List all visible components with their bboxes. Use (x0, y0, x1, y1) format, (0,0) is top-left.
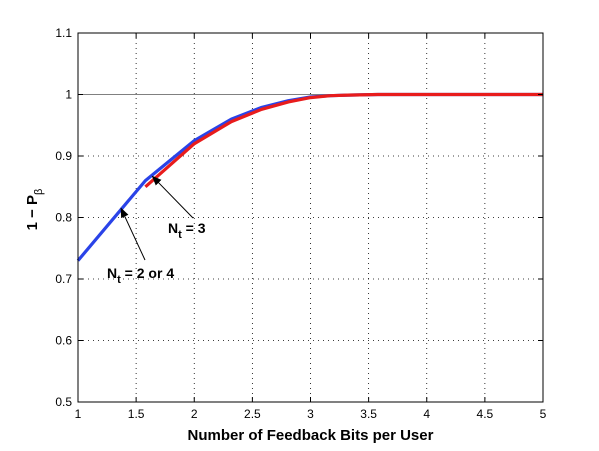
series-group (76, 92, 543, 262)
y-tick-label: 0.9 (55, 149, 72, 163)
y-tick-label: 0.7 (55, 272, 72, 286)
y-tick-label: 1.1 (55, 26, 72, 40)
y-tick-label: 0.5 (55, 395, 72, 409)
series-line-1 (76, 92, 543, 262)
x-tick-label: 3.5 (360, 407, 377, 421)
ticks: 1 1.5 2 2.5 3 3.5 4 4.5 5 0.5 0.6 0.7 0.8 0.9 1 1.1 (55, 26, 546, 421)
x-tick-label: 3 (307, 407, 314, 421)
annotation-label-main: N (168, 220, 178, 236)
annotation-arrow (151, 175, 194, 219)
x-tick-label: 1.5 (128, 407, 145, 421)
x-tick-label: 4.5 (477, 407, 494, 421)
x-tick-label: 2 (191, 407, 198, 421)
annotation-label: Nt = 3 (168, 220, 206, 241)
y-tick-label: 0.8 (55, 211, 72, 225)
annotation-label-rest: = 3 (182, 220, 206, 236)
series-line-2 (144, 92, 543, 189)
y-axis-label: 1 − Pβ (24, 189, 45, 231)
y-tick-label: 1 (65, 88, 72, 102)
x-tick-label: 1 (75, 407, 82, 421)
x-tick-label: 4 (423, 407, 430, 421)
x-tick-label: 2.5 (244, 407, 261, 421)
y-axis-label-subscript: β (33, 189, 45, 195)
annotation-arrow (120, 207, 146, 261)
x-tick-label: 5 (540, 407, 547, 421)
grid (78, 33, 543, 402)
y-axis-label-main: 1 − P (24, 195, 41, 230)
annotations: Nt = 2 or 4Nt = 3 (107, 175, 206, 286)
x-axis-label: Number of Feedback Bits per User (188, 427, 434, 444)
annotation-label-main: N (107, 265, 117, 281)
annotation-label: Nt = 2 or 4 (107, 265, 174, 286)
annotation-label-subscript: t (178, 229, 182, 241)
annotation-label-subscript: t (117, 274, 121, 286)
annotation-label-rest: = 2 or 4 (121, 265, 175, 281)
y-tick-label: 0.6 (55, 334, 72, 348)
